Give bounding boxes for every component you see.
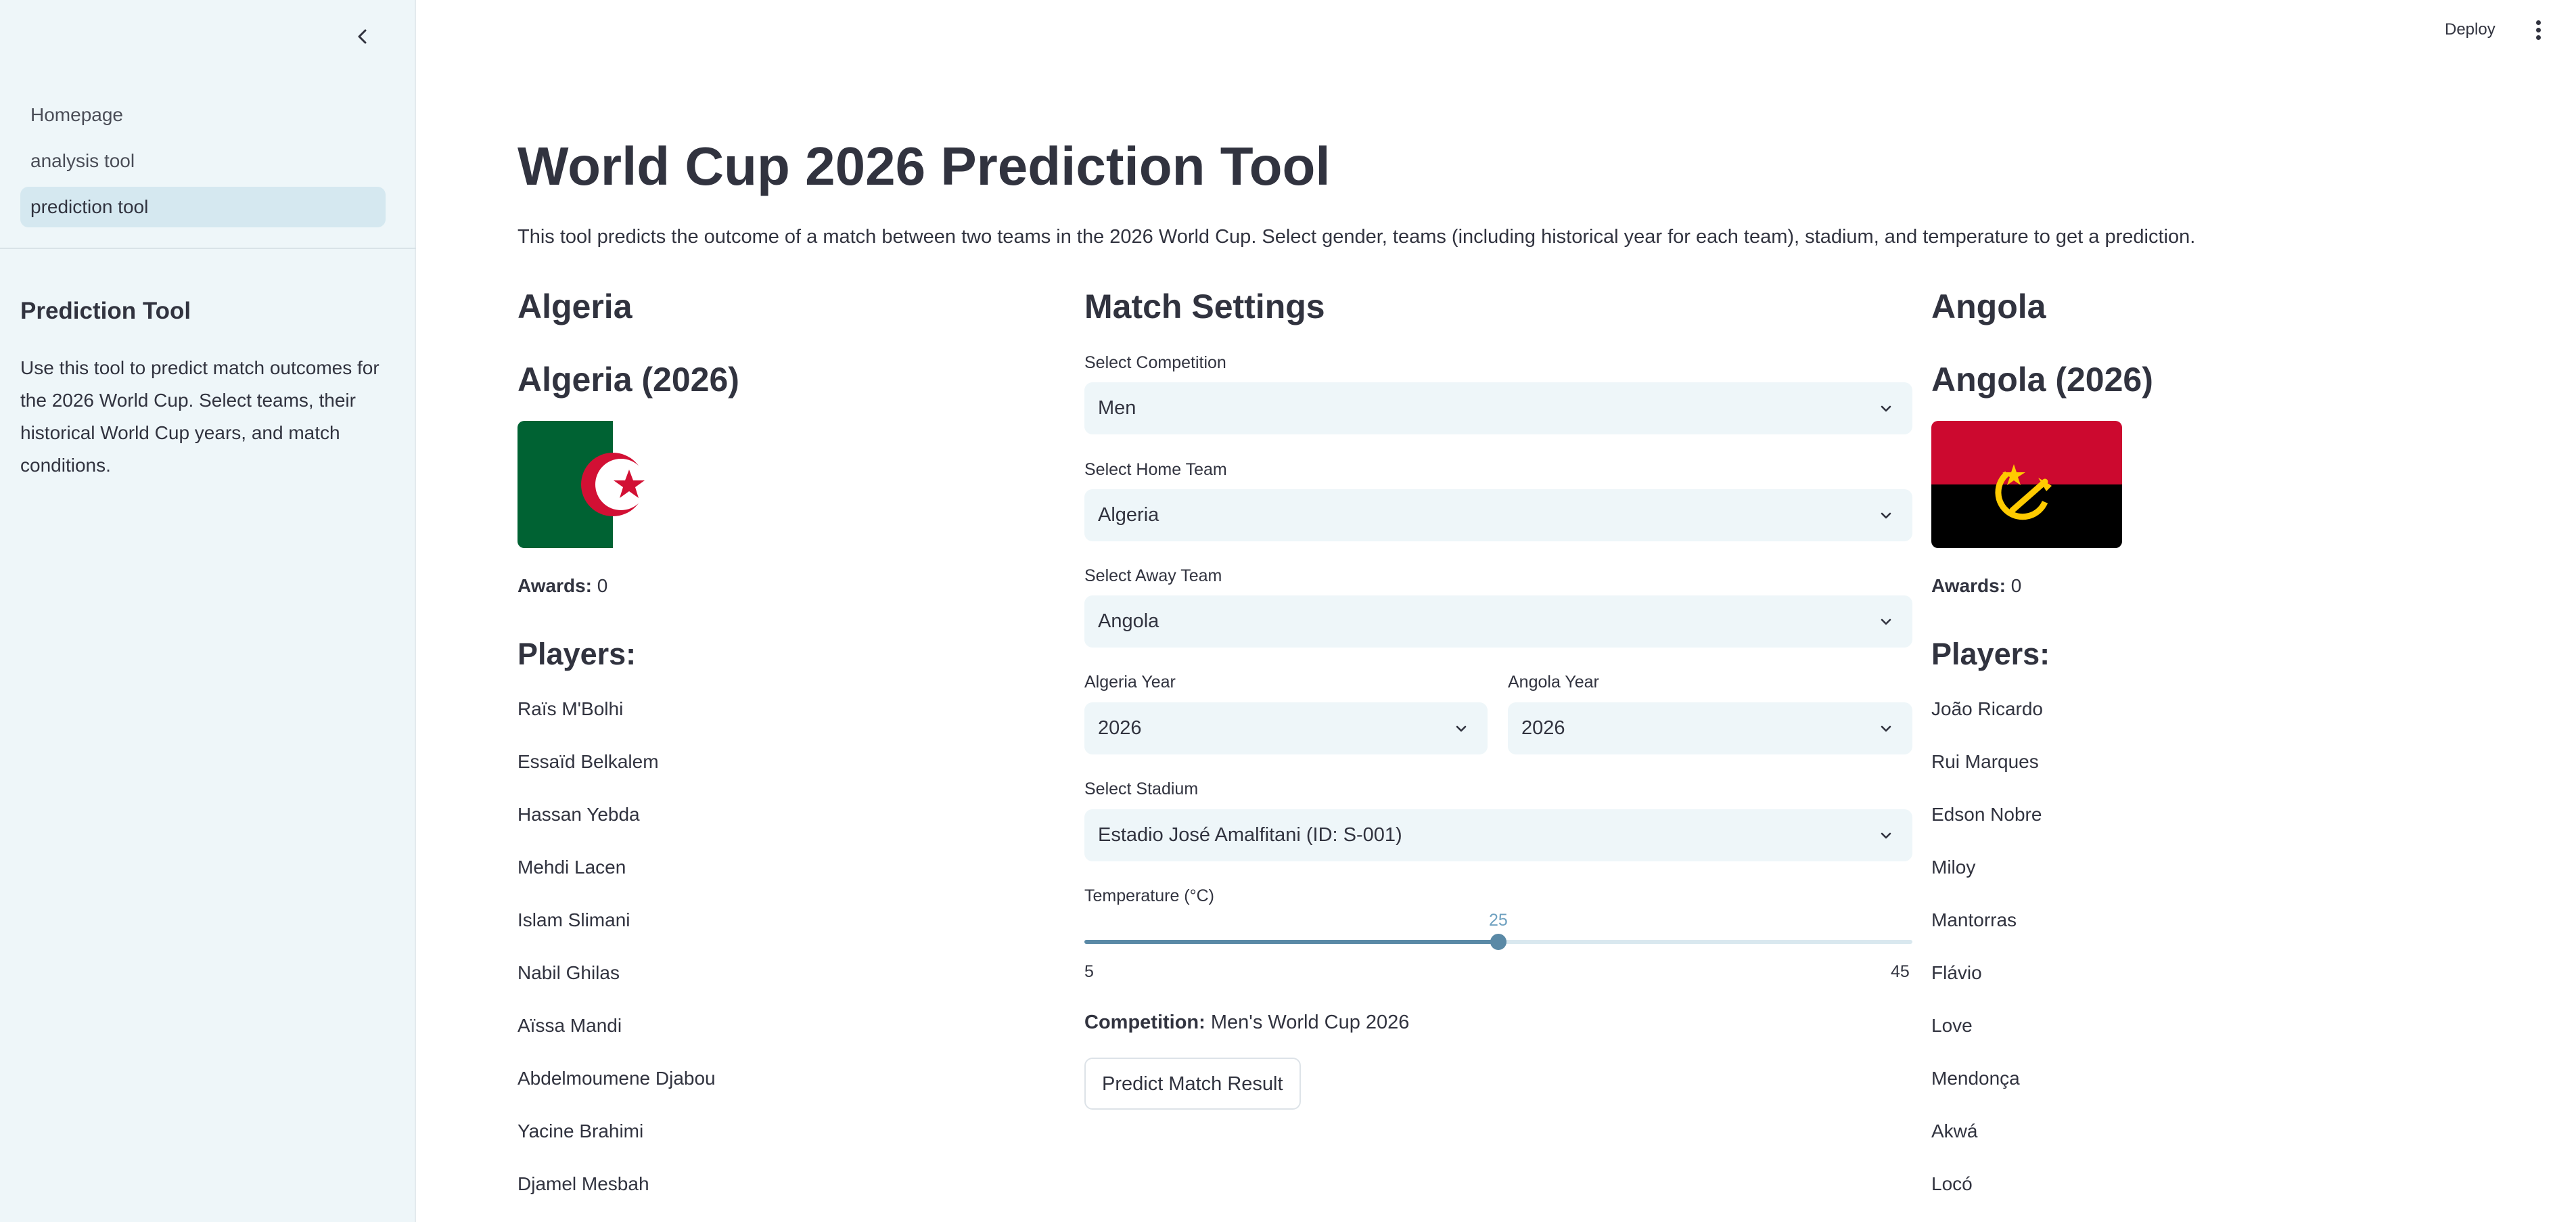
away-player: João Ricardo: [1931, 698, 2043, 719]
deploy-button[interactable]: Deploy: [2445, 20, 2496, 39]
predict-match-button[interactable]: Predict Match Result: [1084, 1058, 1301, 1110]
temperature-slider-fill: [1084, 940, 1498, 944]
away-player: Rui Marques: [1931, 751, 2039, 772]
dot: [2535, 35, 2541, 40]
main-menu-button[interactable]: [2531, 20, 2545, 47]
home-player: Essaïd Belkalem: [518, 751, 659, 772]
competition-label: Select Competition: [1084, 353, 1226, 372]
sidebar-title: Prediction Tool: [20, 298, 191, 324]
home-year-select[interactable]: 2026: [1084, 702, 1488, 754]
temperature-label: Temperature (°C): [1084, 886, 1214, 905]
temperature-min: 5: [1084, 962, 1094, 981]
temperature-slider[interactable]: [1084, 934, 1912, 950]
home-player: Yacine Brahimi: [518, 1121, 644, 1141]
away-year-select-value: 2026: [1521, 717, 1565, 739]
home-player: Mehdi Lacen: [518, 857, 626, 878]
home-player: Nabil Ghilas: [518, 962, 620, 983]
competition-summary: Competition: Men's World Cup 2026: [1084, 1012, 1409, 1034]
home-player-list: Raïs M'Bolhi Essaïd Belkalem Hassan Yebd…: [518, 698, 856, 1222]
algeria-flag: [518, 421, 708, 548]
temperature-slider-handle[interactable]: [1490, 934, 1506, 950]
temperature-value: 25: [1489, 911, 1508, 930]
away-player: Edson Nobre: [1931, 804, 2042, 825]
home-team-subtitle: Algeria (2026): [518, 361, 739, 399]
away-awards-value: 0: [2010, 575, 2022, 596]
stadium-label: Select Stadium: [1084, 779, 1199, 798]
away-player: Flávio: [1931, 962, 1982, 983]
away-team-name: Angola: [1931, 288, 2046, 325]
away-player: Locó: [1931, 1173, 1973, 1194]
away-player: Akwá: [1931, 1121, 1978, 1141]
chevron-down-icon: [1881, 512, 1891, 519]
page-intro: This tool predicts the outcome of a matc…: [518, 226, 2196, 248]
nav-item-homepage[interactable]: Homepage: [30, 104, 123, 125]
away-player: Miloy: [1931, 857, 1976, 878]
away-year-select[interactable]: 2026: [1508, 702, 1912, 754]
home-player: Islam Slimani: [518, 909, 630, 930]
home-player: Hassan Yebda: [518, 804, 640, 825]
temperature-max: 45: [1891, 962, 1910, 981]
match-settings-heading: Match Settings: [1084, 288, 1325, 325]
home-player: Raïs M'Bolhi: [518, 698, 624, 719]
stadium-select-value: Estadio José Amalfitani (ID: S-001): [1098, 824, 1402, 846]
competition-summary-label: Competition:: [1084, 1012, 1205, 1033]
chevron-down-icon: [1881, 405, 1891, 412]
sidebar: Homepage analysis tool prediction tool P…: [0, 0, 416, 1222]
page-title: World Cup 2026 Prediction Tool: [518, 136, 1331, 196]
vertical-dots-icon: [2535, 20, 2541, 25]
away-player-list: João Ricardo Rui Marques Edson Nobre Mil…: [1931, 698, 2270, 1222]
home-team-select-value: Algeria: [1098, 504, 1159, 526]
dot: [2535, 28, 2541, 32]
nav-item-prediction-tool[interactable]: prediction tool: [20, 187, 386, 227]
away-player: Love: [1931, 1015, 1973, 1036]
away-team-select[interactable]: Angola: [1084, 595, 1912, 648]
away-year-label: Angola Year: [1508, 673, 1599, 692]
chevron-down-icon: [1881, 618, 1891, 625]
home-awards-label: Awards:: [518, 575, 592, 596]
angola-flag: [1931, 421, 2122, 548]
chevron-down-icon: [1456, 725, 1467, 732]
away-player: Mendonça: [1931, 1068, 2020, 1089]
away-player: Mantorras: [1931, 909, 2017, 930]
away-team-select-value: Angola: [1098, 610, 1159, 632]
sidebar-divider: [0, 248, 416, 249]
home-awards: Awards: 0: [518, 575, 607, 597]
chevron-down-icon: [1881, 725, 1891, 732]
competition-select-value: Men: [1098, 397, 1136, 419]
away-team-subtitle: Angola (2026): [1931, 361, 2153, 399]
collapse-sidebar-button[interactable]: [350, 24, 375, 49]
away-awards: Awards: 0: [1931, 575, 2021, 597]
home-team-label: Select Home Team: [1084, 460, 1227, 479]
home-player: Abdelmoumene Djabou: [518, 1068, 716, 1089]
home-year-label: Algeria Year: [1084, 673, 1176, 692]
away-players-heading: Players:: [1931, 637, 2050, 671]
sidebar-description: Use this tool to predict match outcomes …: [20, 357, 380, 476]
chevron-down-icon: [1881, 832, 1891, 839]
competition-select[interactable]: Men: [1084, 382, 1912, 434]
chevron-left-icon: [358, 29, 367, 44]
algeria-flag-icon: [518, 421, 708, 548]
home-player: Aïssa Mandi: [518, 1015, 622, 1036]
home-player: Djamel Mesbah: [518, 1173, 649, 1194]
angola-flag-icon: [1931, 421, 2122, 548]
sidebar-nav: Homepage analysis tool prediction tool: [20, 95, 386, 233]
away-awards-label: Awards:: [1931, 575, 2006, 596]
home-team-name: Algeria: [518, 288, 632, 325]
competition-summary-value: Men's World Cup 2026: [1210, 1012, 1410, 1033]
home-players-heading: Players:: [518, 637, 637, 671]
home-year-select-value: 2026: [1098, 717, 1142, 739]
nav-item-analysis-tool[interactable]: analysis tool: [30, 150, 135, 171]
home-awards-value: 0: [597, 575, 608, 596]
away-team-label: Select Away Team: [1084, 566, 1222, 585]
stadium-select[interactable]: Estadio José Amalfitani (ID: S-001): [1084, 809, 1912, 861]
home-team-select[interactable]: Algeria: [1084, 489, 1912, 541]
